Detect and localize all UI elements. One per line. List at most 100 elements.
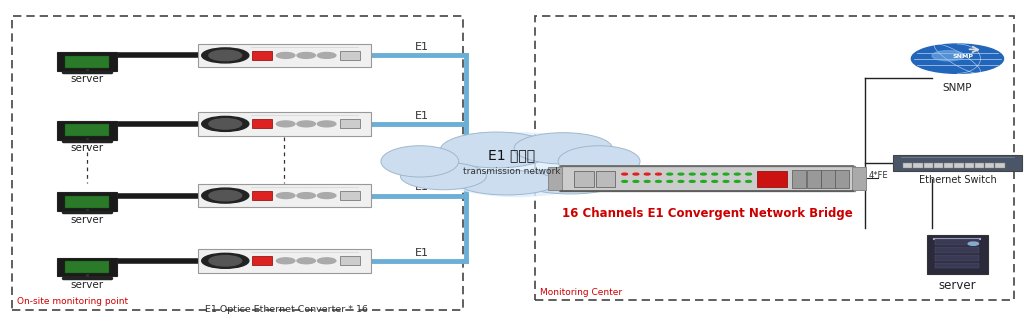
Circle shape [745, 181, 752, 182]
Ellipse shape [458, 170, 556, 195]
FancyBboxPatch shape [893, 155, 1022, 171]
Text: E1 传输网: E1 传输网 [488, 148, 536, 162]
FancyBboxPatch shape [66, 261, 109, 273]
FancyBboxPatch shape [574, 171, 594, 187]
Circle shape [317, 258, 336, 264]
Text: server: server [71, 215, 103, 225]
FancyBboxPatch shape [954, 163, 964, 168]
FancyBboxPatch shape [995, 163, 1005, 168]
FancyBboxPatch shape [548, 167, 562, 190]
Text: Monitoring Center: Monitoring Center [540, 288, 622, 297]
Ellipse shape [440, 132, 553, 168]
Circle shape [276, 121, 295, 127]
FancyBboxPatch shape [66, 196, 109, 208]
Circle shape [723, 181, 729, 182]
FancyBboxPatch shape [252, 119, 272, 128]
Circle shape [633, 173, 639, 175]
Circle shape [712, 181, 718, 182]
FancyBboxPatch shape [985, 163, 994, 168]
FancyBboxPatch shape [944, 163, 953, 168]
Circle shape [689, 173, 695, 175]
Text: On-site monitoring point: On-site monitoring point [17, 297, 129, 306]
Circle shape [622, 181, 628, 182]
Circle shape [667, 181, 673, 182]
Text: E1: E1 [415, 248, 429, 258]
Circle shape [655, 173, 662, 175]
Text: server: server [71, 280, 103, 290]
Circle shape [297, 193, 315, 199]
FancyBboxPatch shape [340, 119, 360, 128]
Circle shape [644, 181, 650, 182]
Text: server: server [71, 74, 103, 84]
Circle shape [745, 173, 752, 175]
Text: server: server [71, 143, 103, 153]
FancyBboxPatch shape [252, 191, 272, 200]
Circle shape [911, 44, 1004, 73]
FancyBboxPatch shape [198, 112, 371, 136]
FancyBboxPatch shape [936, 263, 979, 269]
Text: E1: E1 [415, 42, 429, 52]
FancyBboxPatch shape [252, 51, 272, 60]
Bar [12, 16, 463, 310]
Circle shape [209, 190, 242, 201]
Circle shape [202, 116, 249, 131]
FancyBboxPatch shape [66, 55, 109, 68]
Ellipse shape [381, 146, 459, 177]
Circle shape [678, 173, 684, 175]
Circle shape [622, 173, 628, 175]
FancyBboxPatch shape [924, 163, 933, 168]
Circle shape [209, 50, 242, 61]
Circle shape [202, 253, 249, 268]
FancyBboxPatch shape [934, 163, 943, 168]
FancyBboxPatch shape [340, 256, 360, 265]
Ellipse shape [425, 132, 609, 197]
FancyBboxPatch shape [936, 255, 979, 261]
FancyBboxPatch shape [198, 249, 371, 273]
Circle shape [932, 51, 965, 61]
FancyBboxPatch shape [340, 191, 360, 200]
FancyBboxPatch shape [596, 171, 615, 187]
FancyBboxPatch shape [66, 124, 109, 136]
Circle shape [689, 181, 695, 182]
Text: SNMP: SNMP [952, 53, 973, 59]
FancyBboxPatch shape [965, 163, 974, 168]
Bar [535, 16, 1014, 300]
Ellipse shape [400, 162, 486, 190]
Circle shape [209, 119, 242, 129]
FancyBboxPatch shape [340, 51, 360, 60]
Ellipse shape [519, 168, 622, 194]
Text: Ethernet Switch: Ethernet Switch [919, 175, 996, 185]
FancyBboxPatch shape [936, 239, 979, 245]
FancyBboxPatch shape [57, 192, 117, 211]
Circle shape [734, 173, 740, 175]
Circle shape [276, 258, 295, 264]
Text: E1: E1 [415, 183, 429, 192]
Ellipse shape [514, 133, 612, 164]
Circle shape [968, 242, 978, 245]
FancyBboxPatch shape [975, 163, 984, 168]
FancyBboxPatch shape [792, 170, 806, 188]
Text: transmission network: transmission network [463, 167, 561, 176]
Circle shape [734, 181, 740, 182]
Ellipse shape [558, 146, 640, 177]
Circle shape [297, 52, 315, 58]
FancyBboxPatch shape [559, 166, 855, 191]
Text: SNMP: SNMP [943, 83, 972, 93]
FancyBboxPatch shape [821, 170, 836, 188]
Circle shape [712, 173, 718, 175]
Text: 16 Channels E1 Convergent Network Bridge: 16 Channels E1 Convergent Network Bridge [562, 207, 852, 220]
Circle shape [209, 256, 242, 266]
Circle shape [655, 181, 662, 182]
FancyBboxPatch shape [57, 52, 117, 71]
Circle shape [667, 173, 673, 175]
Circle shape [317, 121, 336, 127]
Text: E1 Optice Ethernet Converter * 16: E1 Optice Ethernet Converter * 16 [205, 305, 369, 314]
FancyBboxPatch shape [198, 184, 371, 207]
Circle shape [276, 52, 295, 58]
Circle shape [633, 181, 639, 182]
FancyBboxPatch shape [807, 170, 821, 188]
Circle shape [723, 173, 729, 175]
FancyBboxPatch shape [198, 44, 371, 67]
Circle shape [317, 52, 336, 58]
Circle shape [202, 188, 249, 203]
